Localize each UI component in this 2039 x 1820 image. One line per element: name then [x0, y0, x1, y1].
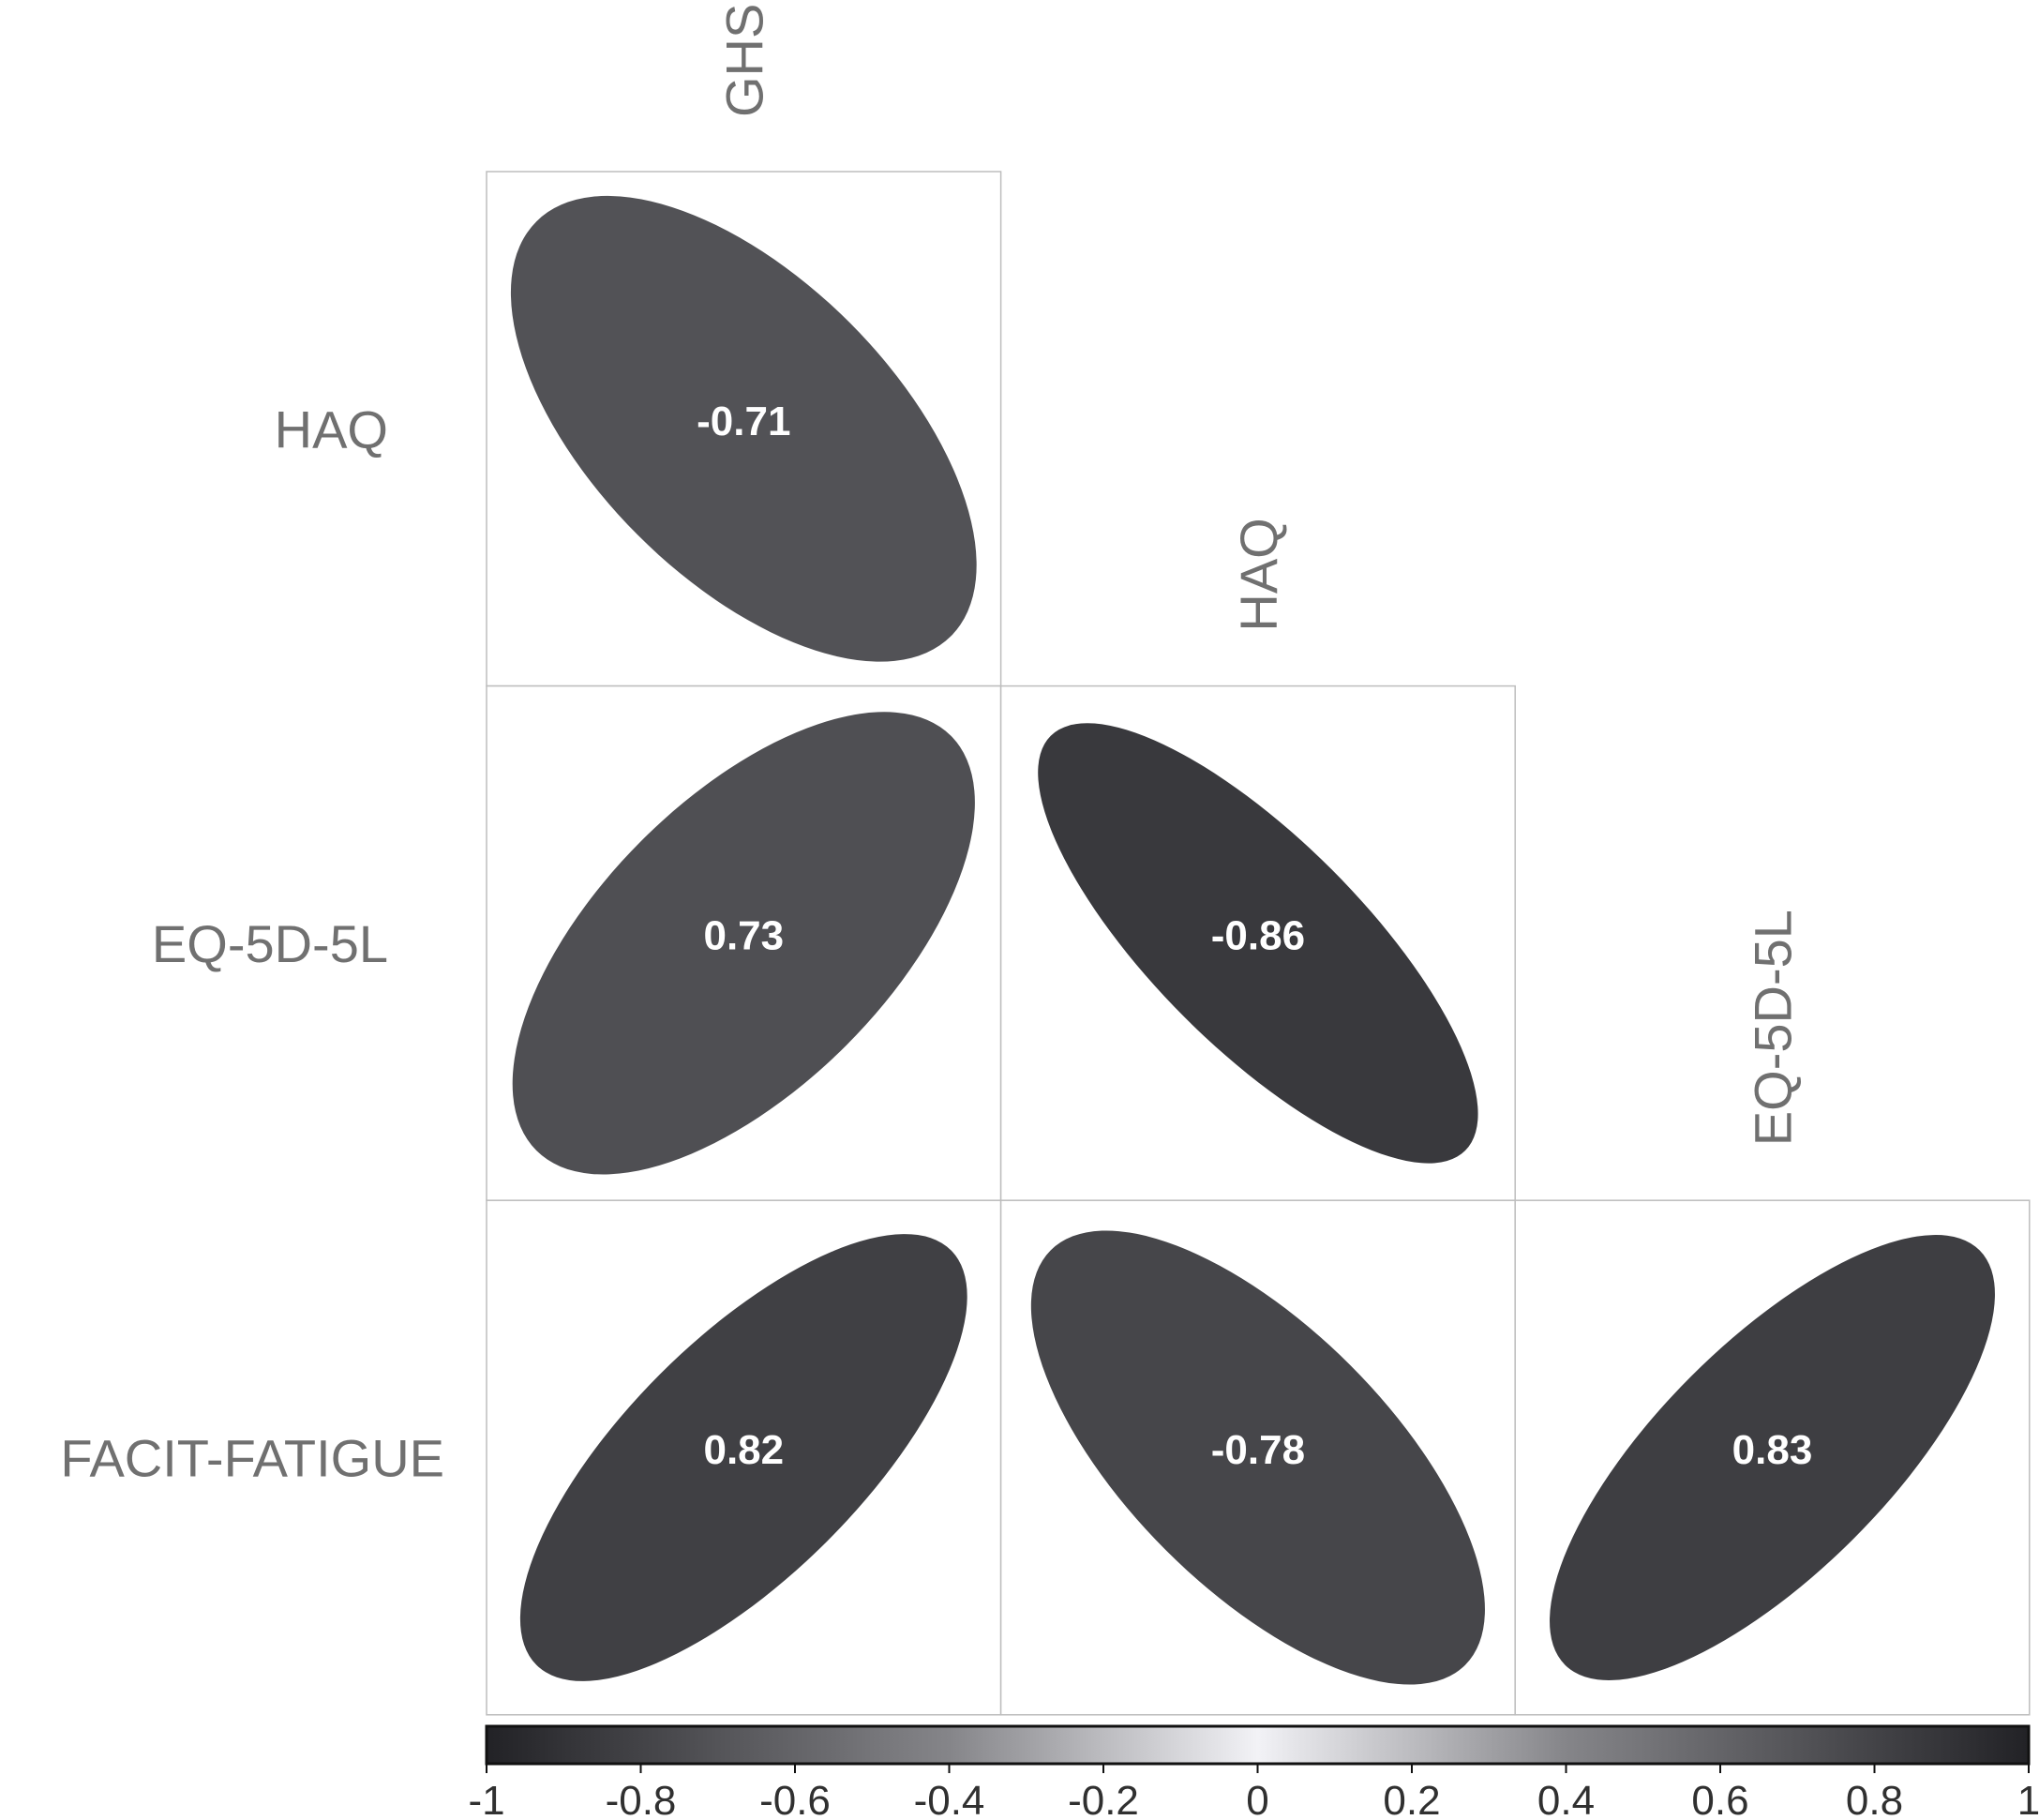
- row-labels: HAQ EQ-5D-5L FACIT-FATIGUE: [60, 399, 444, 1487]
- column-labels: GHS HAQ EQ-5D-5L: [714, 4, 1802, 1147]
- matrix-cells: -0.71 0.73 -0.86 0.82 -0.78 0.83: [486, 171, 2031, 1716]
- correlation-value-label: 0.83: [1732, 1427, 1813, 1473]
- row-label: EQ-5D-5L: [152, 914, 388, 973]
- correlation-ellipse: [1038, 723, 1478, 1164]
- colorbar-tick-label: 0.8: [1846, 1778, 1903, 1820]
- correlation-ellipse: [510, 195, 977, 662]
- column-label: EQ-5D-5L: [1744, 910, 1803, 1146]
- correlation-value-label: -0.78: [1211, 1427, 1305, 1473]
- colorbar-gradient: [485, 1724, 2031, 1766]
- colorbar-tick-label: 0.2: [1383, 1778, 1440, 1820]
- correlation-ellipse: [512, 712, 975, 1175]
- colorbar-tick-label: -0.2: [1068, 1778, 1139, 1820]
- colorbar-tick-label: -0.6: [759, 1778, 831, 1820]
- column-label: HAQ: [1229, 518, 1288, 631]
- correlation-ellipse: [519, 1234, 967, 1681]
- colorbar-tick-label: -1: [468, 1778, 504, 1820]
- colorbar-tick-label: 0.6: [1691, 1778, 1748, 1820]
- correlation-ellipse: [1030, 1230, 1485, 1685]
- colorbar-tick-label: -0.8: [606, 1778, 677, 1820]
- correlation-ellipse: [1550, 1235, 1995, 1680]
- correlation-value-label: 0.73: [703, 913, 784, 959]
- colorbar-tick-label: 0.4: [1537, 1778, 1595, 1820]
- colorbar: -1 -0.8 -0.6 -0.4 -0.2 0 0.2 0.4 0.6 0.8 1: [468, 1724, 2039, 1820]
- colorbar-tick-label: 0: [1246, 1778, 1268, 1820]
- row-label: FACIT-FATIGUE: [60, 1429, 444, 1488]
- correlation-value-label: 0.82: [703, 1427, 784, 1473]
- colorbar-tick-label: -0.4: [914, 1778, 985, 1820]
- colorbar-tick-label: 1: [2017, 1778, 2039, 1820]
- correlation-value-label: -0.71: [697, 399, 790, 444]
- column-label: GHS: [714, 4, 773, 117]
- row-label: HAQ: [275, 399, 388, 459]
- correlation-value-label: -0.86: [1211, 913, 1305, 959]
